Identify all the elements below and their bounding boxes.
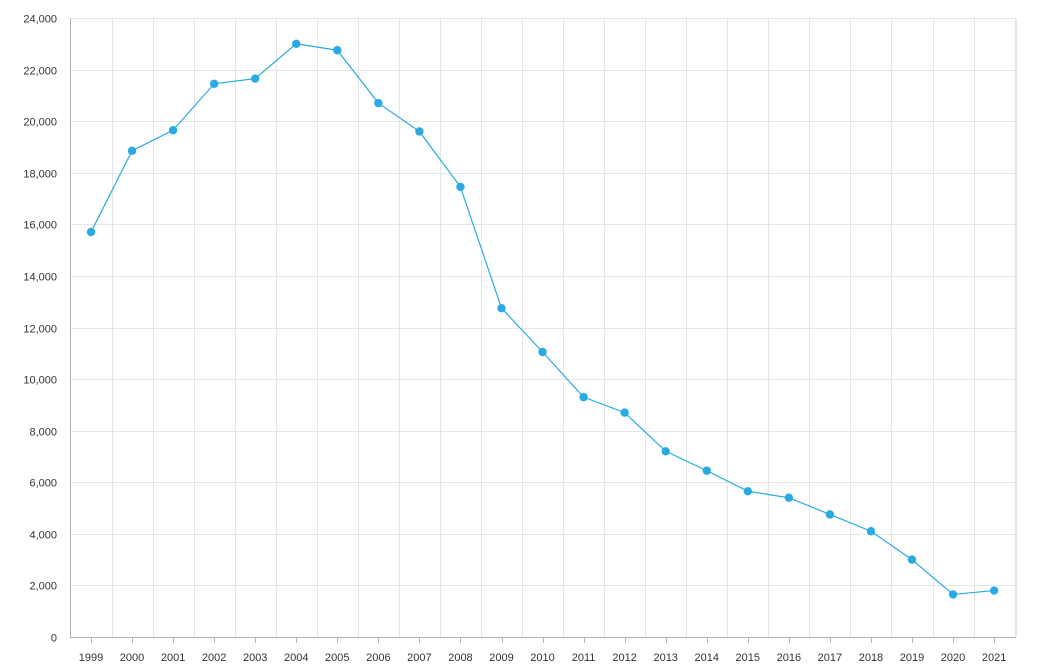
data-point-2013 (661, 447, 670, 456)
y-tick-label: 10,000 (23, 375, 57, 387)
y-tick-label: 18,000 (23, 169, 57, 181)
x-tick-label: 2021 (982, 652, 1006, 664)
x-tick-label: 2006 (366, 652, 390, 664)
x-tick-label: 2019 (900, 652, 924, 664)
x-tick-label: 2004 (284, 652, 308, 664)
series-line (90, 43, 995, 596)
data-point-2016 (784, 493, 794, 502)
x-tick-label: 2020 (941, 652, 965, 664)
y-axis-tick-labels: 0 2,000 4,000 6,000 8,000 10,000 12,000 14,000 1… (23, 14, 57, 645)
y-tick-label: 14,000 (23, 272, 57, 284)
x-tick-label: 2014 (695, 652, 719, 664)
x-tick-label: 2009 (489, 652, 513, 664)
y-gridlines (70, 18, 1016, 586)
x-tick-label: 2005 (325, 652, 349, 664)
data-point-1999 (86, 227, 96, 237)
data-point-2006 (374, 98, 383, 108)
data-point-2000 (127, 146, 137, 156)
data-point-2009 (497, 303, 506, 313)
series-layer (86, 39, 999, 599)
x-tick-label: 2008 (448, 652, 472, 664)
y-tick-label: 2,000 (29, 581, 57, 593)
x-tick-label: 2002 (202, 652, 226, 664)
data-point-2014 (702, 466, 711, 475)
x-tick-label: 2012 (612, 652, 636, 664)
data-point-2007 (415, 127, 424, 136)
x-tick-label: 2000 (120, 652, 144, 664)
x-tick-label: 2010 (530, 652, 554, 664)
x-tick-label: 2013 (653, 652, 677, 664)
x-gridlines (112, 18, 1017, 637)
x-tick-label: 2001 (161, 652, 185, 664)
y-tick-label: 12,000 (23, 324, 57, 336)
axes (70, 18, 1016, 638)
x-tick-label: 2003 (243, 652, 267, 664)
y-tick-label: 0 (51, 633, 57, 645)
data-point-2010 (538, 347, 547, 357)
data-point-2001 (168, 125, 178, 135)
data-point-2003 (251, 74, 260, 83)
data-point-2005 (333, 46, 342, 55)
data-point-2018 (866, 527, 876, 536)
y-tick-label: 24,000 (23, 14, 57, 26)
x-axis-tick-labels: 1999 2000 2001 2002 2003 2004 2005 2006 2007 2008… (79, 637, 1006, 664)
data-point-2004 (292, 39, 301, 48)
y-tick-label: 16,000 (23, 220, 57, 232)
y-tick-label: 22,000 (23, 66, 57, 78)
x-tick-label: 2011 (572, 652, 596, 664)
data-point-2008 (456, 182, 465, 192)
data-point-2019 (907, 555, 917, 564)
x-tick-label: 1999 (79, 652, 103, 664)
data-point-2002 (209, 79, 219, 88)
x-tick-label: 2017 (818, 652, 842, 664)
y-tick-label: 6,000 (29, 478, 57, 490)
data-point-2015 (743, 487, 752, 496)
y-tick-label: 4,000 (29, 530, 57, 542)
x-tick-label: 2018 (859, 652, 883, 664)
data-point-2012 (620, 408, 629, 417)
y-tick-label: 8,000 (29, 427, 57, 439)
data-point-2011 (579, 392, 588, 402)
data-point-2021 (989, 586, 999, 595)
data-point-2020 (948, 590, 958, 599)
y-tick-label: 20,000 (23, 117, 57, 129)
x-tick-label: 2015 (736, 652, 760, 664)
x-tick-label: 2007 (407, 652, 431, 664)
data-point-2017 (825, 510, 835, 519)
x-tick-label: 2016 (777, 652, 801, 664)
